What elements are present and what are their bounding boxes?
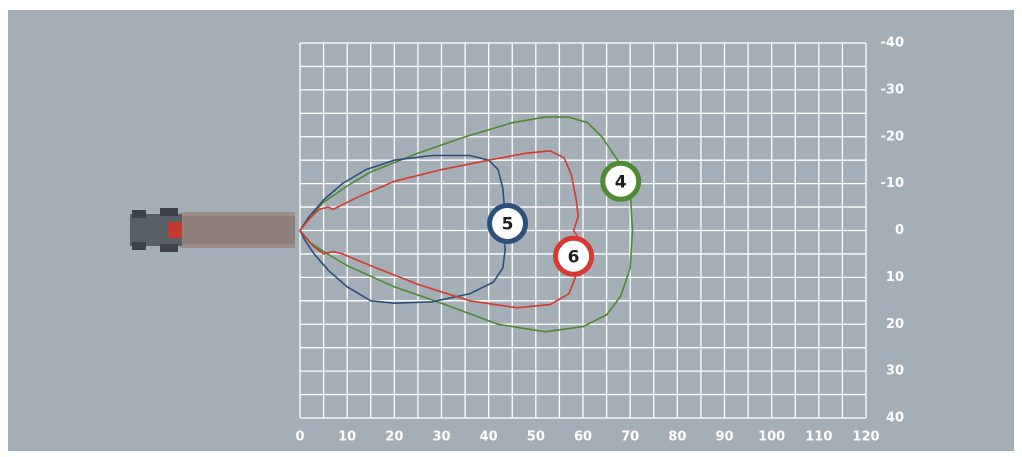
series-badge: 5 <box>487 202 529 244</box>
wheel <box>132 210 146 218</box>
wheel <box>160 244 178 252</box>
y-tick-label: -10 <box>881 176 905 191</box>
badge-circle <box>600 160 642 202</box>
legend-label: 6 <box>568 247 580 267</box>
x-tick-label: 90 <box>715 430 733 445</box>
badge-circle <box>487 202 529 244</box>
series-line <box>299 149 580 309</box>
x-tick-label: 50 <box>527 430 545 445</box>
y-tick-label: 0 <box>895 223 904 238</box>
x-tick-label: 60 <box>574 430 592 445</box>
y-tick-label: 10 <box>886 270 904 285</box>
y-tick-label: 40 <box>886 411 904 426</box>
legend-label: 4 <box>615 172 627 192</box>
series-badge: 6 <box>553 235 595 277</box>
y-tick-label: -30 <box>881 82 905 97</box>
x-tick-label: 70 <box>621 430 639 445</box>
x-tick-label: 120 <box>852 430 879 445</box>
y-tick-label: -20 <box>881 129 905 144</box>
badge-circle <box>553 235 595 277</box>
tractor <box>130 208 295 252</box>
spreader-load <box>180 216 295 244</box>
wheel <box>160 208 178 216</box>
x-tick-label: 40 <box>480 430 498 445</box>
wheel <box>132 242 146 250</box>
x-tick-label: 20 <box>385 430 403 445</box>
legend-label: 5 <box>502 214 514 234</box>
y-tick-label: 20 <box>886 317 904 332</box>
series-badge: 4 <box>600 160 642 202</box>
x-tick-label: 100 <box>758 430 785 445</box>
x-tick-label: 80 <box>668 430 686 445</box>
x-tick-label: 110 <box>805 430 832 445</box>
y-tick-label: -40 <box>881 36 905 51</box>
y-tick-label: 30 <box>886 364 904 379</box>
x-tick-label: 0 <box>295 430 304 445</box>
x-tick-label: 10 <box>338 430 356 445</box>
hitch <box>168 222 182 238</box>
x-tick-label: 30 <box>432 430 450 445</box>
